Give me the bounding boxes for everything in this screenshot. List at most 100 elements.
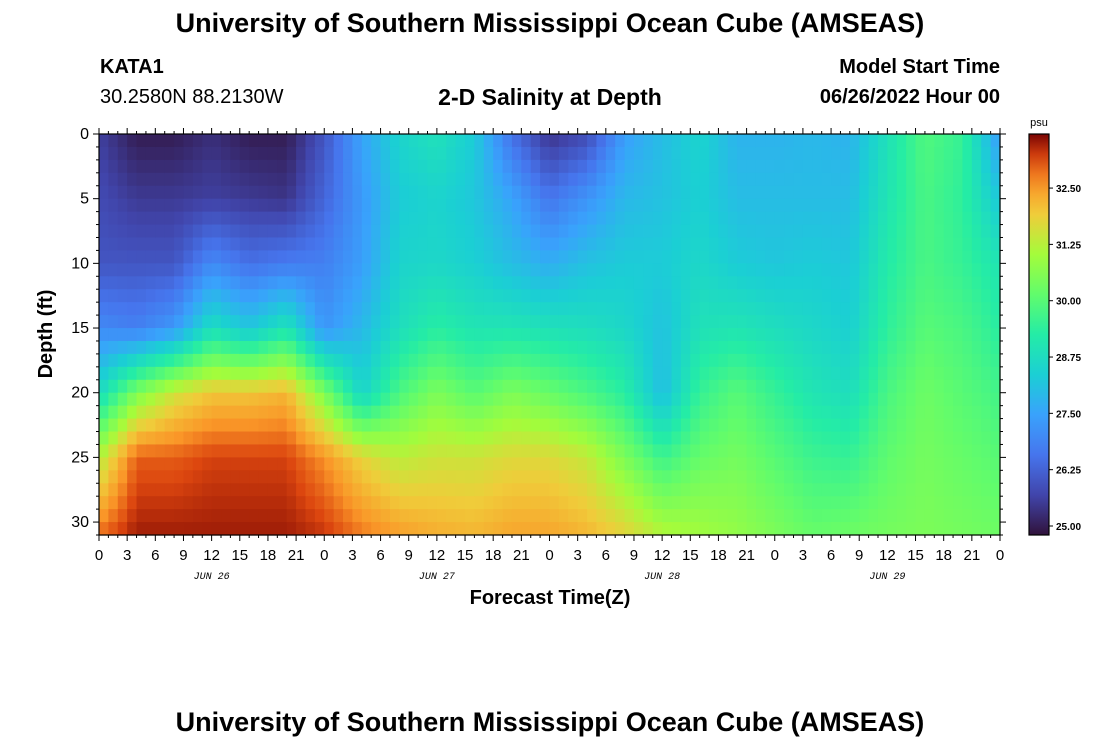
heatmap-cell <box>727 315 738 329</box>
heatmap-cell <box>971 185 982 200</box>
heatmap-cell <box>746 483 757 497</box>
heatmap-cell <box>286 276 297 290</box>
heatmap-cell <box>343 185 354 200</box>
heatmap-cell <box>483 172 494 187</box>
x-tick-label: 21 <box>964 547 981 564</box>
heatmap-cell <box>380 159 391 174</box>
heatmap-cell <box>943 302 954 316</box>
heatmap-cell <box>981 146 992 161</box>
heatmap-cell <box>493 483 504 497</box>
heatmap-cell <box>962 340 973 355</box>
heatmap-cell <box>765 340 776 355</box>
heatmap-cell <box>887 263 898 277</box>
heatmap-cell <box>446 496 457 510</box>
heatmap-cell <box>258 302 269 316</box>
heatmap-cell <box>924 444 935 458</box>
heatmap-cell <box>183 224 194 239</box>
heatmap-cell <box>465 185 476 200</box>
heatmap-cell <box>267 522 278 536</box>
heatmap-cell <box>643 134 654 148</box>
heatmap-cell <box>314 418 325 433</box>
heatmap-cell <box>615 431 626 446</box>
heatmap-cell <box>145 250 156 264</box>
heatmap-cell <box>267 509 278 523</box>
heatmap-cell <box>755 289 766 303</box>
heatmap-cell <box>737 431 748 446</box>
heatmap-cell <box>286 444 297 458</box>
heatmap-cell <box>746 134 757 148</box>
heatmap-cell <box>718 366 729 381</box>
heatmap-cell <box>690 185 701 200</box>
heatmap-cell <box>305 263 316 277</box>
heatmap-cell <box>887 340 898 355</box>
heatmap-cell <box>127 405 138 420</box>
heatmap-cell <box>680 276 691 290</box>
heatmap-cell <box>962 418 973 433</box>
heatmap-cell <box>831 250 842 264</box>
heatmap-cell <box>343 496 354 510</box>
heatmap-cell <box>136 289 147 303</box>
heatmap-cell <box>418 509 429 523</box>
heatmap-cell <box>99 444 109 458</box>
heatmap-cell <box>784 211 795 226</box>
heatmap-cell <box>136 496 147 510</box>
heatmap-cell <box>765 366 776 381</box>
heatmap-cell <box>446 198 457 213</box>
heatmap-cell <box>352 146 363 161</box>
heatmap-cell <box>474 418 485 433</box>
heatmap-cell <box>849 379 860 394</box>
heatmap-cell <box>277 263 288 277</box>
heatmap-cell <box>521 211 532 226</box>
heatmap-cell <box>831 315 842 329</box>
heatmap-cell <box>305 366 316 381</box>
heatmap-cell <box>352 483 363 497</box>
heatmap-cell <box>990 418 1001 433</box>
heatmap-cell <box>371 496 382 510</box>
heatmap-cell <box>99 224 109 239</box>
heatmap-cell <box>230 237 241 252</box>
heatmap-cell <box>511 250 522 264</box>
heatmap-cell <box>549 431 560 446</box>
heatmap-cell <box>755 328 766 342</box>
heatmap-cell <box>831 134 842 148</box>
heatmap-cell <box>211 302 222 316</box>
heatmap-cell <box>258 509 269 523</box>
heatmap-cell <box>549 483 560 497</box>
heatmap-cell <box>540 159 551 174</box>
heatmap-cell <box>971 302 982 316</box>
heatmap-cell <box>690 276 701 290</box>
heatmap-cell <box>446 328 457 342</box>
heatmap-cell <box>296 470 307 484</box>
heatmap-cell <box>877 431 888 446</box>
heatmap-cell <box>286 198 297 213</box>
heatmap-cell <box>840 146 851 161</box>
heatmap-cell <box>934 392 945 407</box>
heatmap-cell <box>868 172 879 187</box>
heatmap-cell <box>887 250 898 264</box>
heatmap-cell <box>784 392 795 407</box>
heatmap-cell <box>221 509 231 523</box>
heatmap-cell <box>296 289 307 303</box>
heatmap-cell <box>221 353 231 368</box>
heatmap-cell <box>314 237 325 252</box>
heatmap-cell <box>540 328 551 342</box>
heatmap-cell <box>802 315 813 329</box>
heatmap-cell <box>267 418 278 433</box>
heatmap-cell <box>831 289 842 303</box>
heatmap-cell <box>127 134 138 148</box>
heatmap-cell <box>831 470 842 484</box>
heatmap-cell <box>784 340 795 355</box>
heatmap-cell <box>465 470 476 484</box>
heatmap-cell <box>596 276 607 290</box>
heatmap-cell <box>943 483 954 497</box>
heatmap-cell <box>793 224 804 239</box>
heatmap-cell <box>709 172 720 187</box>
heatmap-cell <box>793 302 804 316</box>
heatmap-cell <box>511 237 522 252</box>
heatmap-cell <box>174 134 185 148</box>
heatmap-cell <box>981 366 992 381</box>
heatmap-cell <box>662 496 673 510</box>
heatmap-cell <box>530 405 541 420</box>
heatmap-cell <box>145 224 156 239</box>
heatmap-cell <box>267 211 278 226</box>
